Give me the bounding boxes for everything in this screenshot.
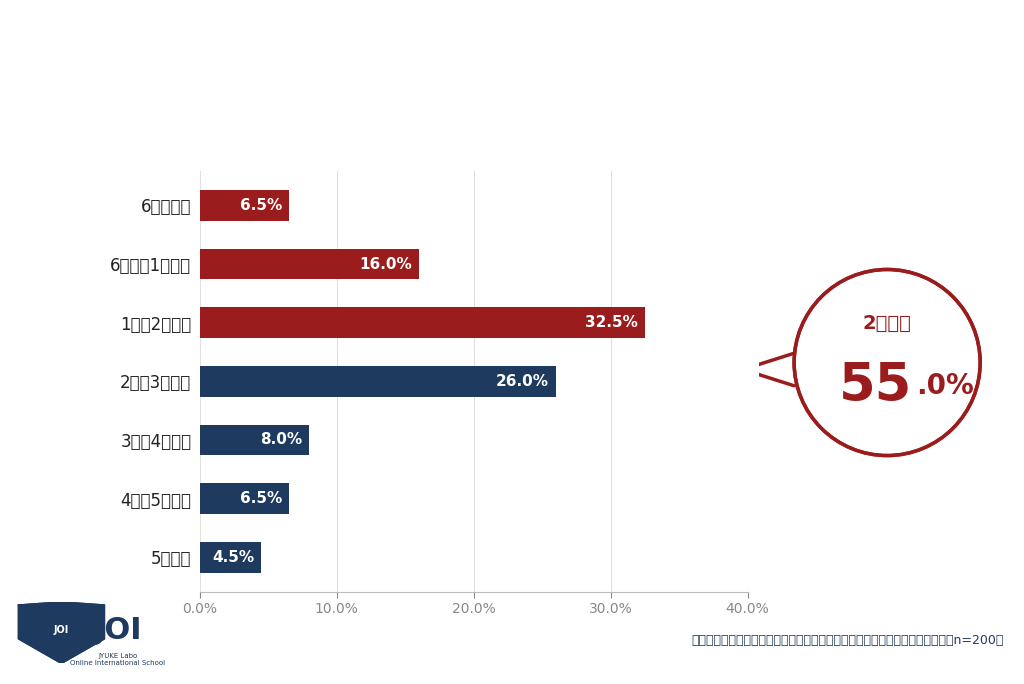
Text: 26.0%: 26.0% [496,374,549,389]
Text: 2年未満: 2年未満 [862,313,911,332]
Text: JYUKE Labo
Online International School: JYUKE Labo Online International School [71,653,165,666]
Bar [200,542,261,573]
Bar [200,249,419,279]
Text: .0%: .0% [916,372,974,399]
Bar [200,425,309,456]
Text: JOI: JOI [54,624,69,635]
Bar [200,484,289,514]
Text: 6.5%: 6.5% [240,491,282,506]
Text: 32.5%: 32.5% [585,315,638,330]
Circle shape [795,269,980,456]
Text: 期間を教えてください。: 期間を教えてください。 [133,92,316,119]
Polygon shape [18,602,104,663]
Polygon shape [743,353,795,386]
Text: 55: 55 [839,360,912,412]
Bar [200,366,556,397]
Bar [200,190,289,221]
Text: お子様がインターナショナルスクールに通っていた: お子様がインターナショナルスクールに通っていた [133,34,515,62]
Text: Q: Q [33,51,70,94]
Text: 6.5%: 6.5% [240,198,282,213]
Text: JOI: JOI [93,616,142,645]
Text: インターナショナルスクールに通っていて途中で辞めた子どもがいる保護者（n=200）: インターナショナルスクールに通っていて途中で辞めた子どもがいる保護者（n=200… [691,634,1004,647]
Text: 8.0%: 8.0% [260,432,302,447]
Text: 4.5%: 4.5% [212,550,254,565]
Bar [200,307,645,338]
Text: 16.0%: 16.0% [359,256,412,272]
